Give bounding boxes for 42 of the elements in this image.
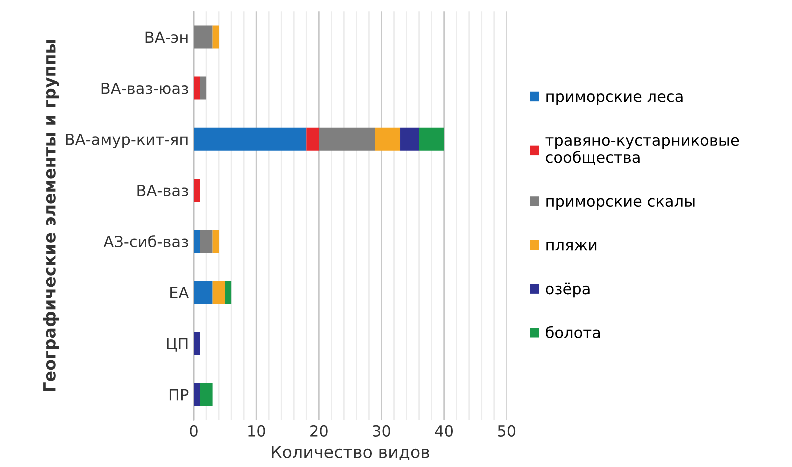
x-tick-label: 40 [435, 425, 454, 437]
bar [212, 26, 220, 49]
bar [194, 178, 200, 202]
bar [194, 128, 307, 151]
bar [194, 76, 200, 100]
bar [194, 383, 200, 406]
y-tick-label: ВА-ваз-юаз [102, 82, 188, 94]
legend-label: травяно-кустарниковые сообщества [546, 137, 740, 166]
x-tick-label: 0 [190, 425, 198, 437]
x-tick-label: 10 [248, 425, 266, 437]
y-tick-label: ВА-эн [146, 32, 188, 44]
x-axis-title: Количество видов [272, 446, 430, 460]
bar [194, 281, 213, 304]
bar [194, 332, 200, 356]
x-tick-label: 20 [310, 425, 328, 437]
y-tick-label: ВА-ваз [138, 185, 188, 196]
bar [212, 281, 226, 304]
y-tick-label: ЦП [167, 338, 188, 352]
bar [200, 383, 213, 406]
bar [225, 281, 232, 304]
bar [419, 128, 444, 151]
legend-label: приморские скалы [546, 198, 695, 210]
bar [319, 128, 376, 151]
bar [200, 230, 213, 254]
y-tick-label: АЗ-сиб-ваз [104, 235, 188, 248]
legend-label: приморские леса [546, 94, 683, 106]
bar [194, 230, 200, 254]
bar [375, 128, 401, 151]
y-axis-title: Географические элементы и группы [43, 40, 60, 392]
x-tick-label: 30 [373, 425, 390, 437]
bar [306, 128, 320, 151]
bar [400, 128, 420, 151]
legend-label: озёра [546, 282, 590, 298]
x-tick-label: 50 [498, 425, 516, 437]
y-tick-label: ВА-амур-кит-яп [66, 134, 188, 148]
bar [212, 230, 220, 254]
legend-label: болота [546, 326, 600, 339]
y-tick-label: ЕА [170, 287, 190, 298]
legend-label: пляжи [546, 242, 597, 251]
bar [194, 26, 213, 49]
y-tick-label: ПР [170, 389, 189, 401]
bar [200, 76, 207, 100]
